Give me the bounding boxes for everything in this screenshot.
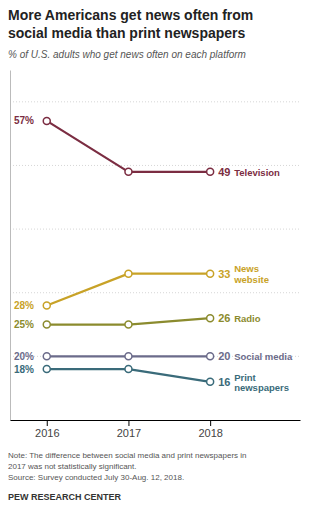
point: [207, 353, 214, 360]
point: [125, 353, 132, 360]
point: [207, 378, 214, 385]
series-name: Social media: [234, 351, 293, 362]
point: [43, 353, 50, 360]
x-tick-label: 2016: [35, 427, 59, 439]
data-label: 16: [218, 376, 230, 388]
x-tick-label: 2018: [198, 427, 222, 439]
data-label: 20: [218, 350, 230, 362]
data-label: 18%: [14, 364, 34, 375]
series-name-line: Television: [234, 166, 280, 177]
note-line: Source: Survey conducted July 30-Aug. 12…: [8, 473, 184, 482]
series-name-line: News: [234, 263, 259, 274]
x-tick-mark: [128, 420, 129, 426]
grid-line: [10, 101, 300, 102]
source: PEW RESEARCH CENTER: [8, 492, 122, 502]
point: [125, 366, 132, 373]
series-name-line: Social media: [234, 351, 293, 362]
title-line: More Americans get news often from: [8, 7, 253, 23]
data-label: 28%: [14, 300, 34, 311]
x-axis: 2016 2017 2018: [11, 420, 301, 439]
point: [43, 302, 50, 309]
series-line: [47, 121, 210, 172]
labels: 57%49Television28%33Newswebsite25%26Radi…: [14, 115, 293, 392]
data-label: 25%: [14, 319, 34, 330]
note: Note: The difference between social medi…: [8, 451, 247, 482]
series-name: Radio: [234, 313, 261, 324]
subtitle: % of U.S. adults who get news often on e…: [8, 49, 246, 60]
series-name-line: Radio: [234, 313, 261, 324]
x-tick: 2016: [35, 420, 59, 439]
point: [125, 321, 132, 328]
point: [43, 117, 50, 124]
series-name: Newswebsite: [233, 263, 269, 285]
x-tick: 2017: [117, 420, 141, 439]
data-label: 26: [218, 312, 230, 324]
y-axis: [10, 71, 11, 421]
series-name: Printnewspapers: [234, 371, 289, 393]
data-label: 33: [218, 268, 230, 280]
point: [207, 270, 214, 277]
point: [207, 168, 214, 175]
point: [43, 321, 50, 328]
grid-line: [10, 292, 300, 293]
data-label: 49: [218, 166, 230, 178]
x-tick-mark: [210, 420, 211, 426]
grid-line: [10, 229, 300, 230]
chart: More Americans get news often from social…: [0, 0, 310, 515]
x-tick-mark: [47, 420, 48, 426]
title: More Americans get news often from social…: [8, 7, 253, 41]
data-label: 20%: [14, 351, 34, 362]
series-name: Television: [234, 166, 280, 177]
series-name-line: Print: [234, 371, 256, 382]
grid: [10, 102, 300, 357]
y-axis-line: [10, 71, 11, 421]
point: [125, 270, 132, 277]
note-line: Note: The difference between social medi…: [8, 451, 247, 460]
data-label: 57%: [14, 115, 34, 126]
note-line: 2017 was not statistically significant.: [8, 462, 137, 471]
series-name-line: website: [233, 273, 269, 284]
series-name-line: newspapers: [234, 382, 289, 393]
x-tick-label: 2017: [117, 427, 141, 439]
title-line: social media than print newspapers: [8, 25, 246, 41]
point: [125, 168, 132, 175]
series-line: [47, 274, 210, 306]
point: [207, 315, 214, 322]
series-group: [43, 117, 213, 385]
x-tick: 2018: [198, 420, 222, 439]
point: [43, 366, 50, 373]
x-axis-line: [11, 420, 301, 421]
